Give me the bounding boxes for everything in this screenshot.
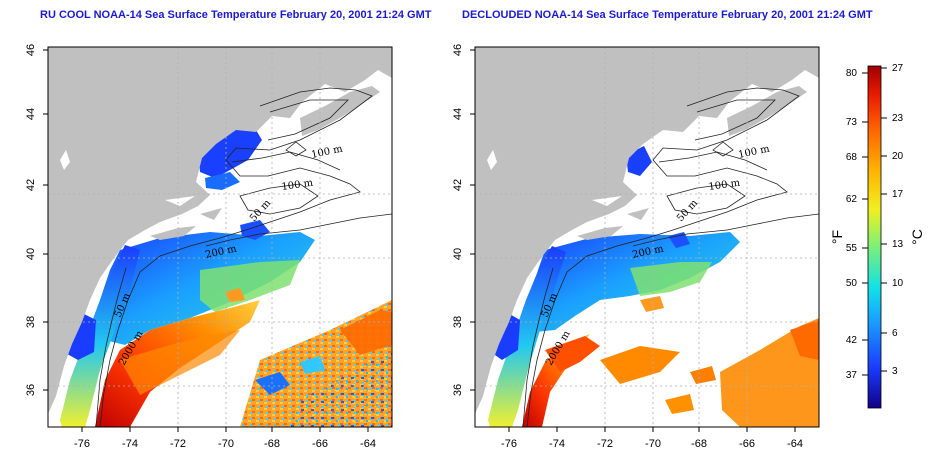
map-panel-left: 100 m 100 m 50 m 200 m 50 m 2000 m -76 -… (25, 44, 393, 450)
grid-right (475, 47, 819, 427)
y-tick-label: 36 (25, 384, 37, 396)
x-tick-label: -70 (218, 438, 234, 450)
y-tick-label: 46 (452, 44, 464, 56)
map-panel-right: 100 m 100 m 50 m 200 m 50 m 2000 m -76 -… (452, 44, 820, 450)
y-tick-label: 44 (25, 108, 37, 120)
colorbar-scale (867, 65, 882, 409)
fahrenheit-tick-label: 80 (846, 68, 858, 79)
land-left (48, 47, 392, 414)
contours-left (95, 87, 393, 428)
celsius-tick-label: 10 (892, 278, 904, 289)
fahrenheit-tick-label: 55 (846, 243, 858, 254)
y-tick-label: 40 (452, 248, 464, 260)
x-tick-label: -66 (312, 438, 328, 450)
x-tick-label: -66 (739, 438, 755, 450)
y-tick-label: 44 (452, 108, 464, 120)
y-tick-label: 36 (452, 384, 464, 396)
y-tick-label: 42 (452, 179, 464, 191)
fahrenheit-tick-label: 68 (846, 152, 858, 163)
contour-label: 100 m (708, 178, 741, 193)
fahrenheit-tick-label: 42 (846, 335, 858, 346)
celsius-tick-label: 13 (892, 239, 904, 250)
x-tick-label: -64 (787, 438, 803, 450)
y-tick-label: 46 (25, 44, 37, 56)
y-tick-label: 38 (452, 316, 464, 328)
y-tick-label: 40 (25, 248, 37, 260)
x-tick-label: -64 (360, 438, 376, 450)
x-tick-label: -72 (170, 438, 186, 450)
celsius-unit-label: °C (909, 229, 925, 245)
x-tick-label: -68 (264, 438, 280, 450)
axis-ticks-right (470, 49, 796, 432)
fahrenheit-tick-label: 37 (846, 370, 858, 381)
colorbar: 80 73 68 62 55 50 42 37 27 23 20 17 13 1… (829, 63, 925, 409)
contours-right (522, 87, 820, 428)
y-tick-label: 38 (25, 316, 37, 328)
grid-left (48, 47, 392, 427)
fahrenheit-tick-label: 62 (846, 194, 858, 205)
celsius-tick-label: 27 (892, 63, 904, 74)
x-tick-label: -70 (645, 438, 661, 450)
panel-title-left: RU COOL NOAA-14 Sea Surface Temperature … (40, 9, 432, 21)
celsius-tick-label: 6 (892, 328, 898, 339)
map-border-right (474, 46, 820, 428)
x-tick-label: -76 (501, 438, 517, 450)
y-tick-label: 42 (25, 179, 37, 191)
celsius-tick-label: 23 (892, 113, 904, 124)
axis-ticks-left (43, 49, 369, 432)
x-tick-label: -74 (122, 438, 138, 450)
land-right (475, 47, 819, 414)
map-border-left (47, 46, 393, 428)
panel-title-right: DECLOUDED NOAA-14 Sea Surface Temperatur… (462, 9, 873, 21)
x-tick-label: -74 (549, 438, 565, 450)
sst-field-left (58, 68, 392, 427)
fahrenheit-tick-label: 73 (846, 117, 858, 128)
colorbar-ticks (862, 67, 887, 376)
fahrenheit-tick-label: 50 (846, 278, 858, 289)
celsius-tick-label: 17 (892, 189, 904, 200)
x-tick-label: -72 (597, 438, 613, 450)
x-tick-label: -68 (691, 438, 707, 450)
celsius-tick-label: 20 (892, 151, 904, 162)
x-tick-label: -76 (74, 438, 90, 450)
fahrenheit-unit-label: °F (829, 230, 845, 244)
contour-label: 100 m (281, 178, 314, 193)
celsius-tick-label: 3 (892, 366, 898, 377)
